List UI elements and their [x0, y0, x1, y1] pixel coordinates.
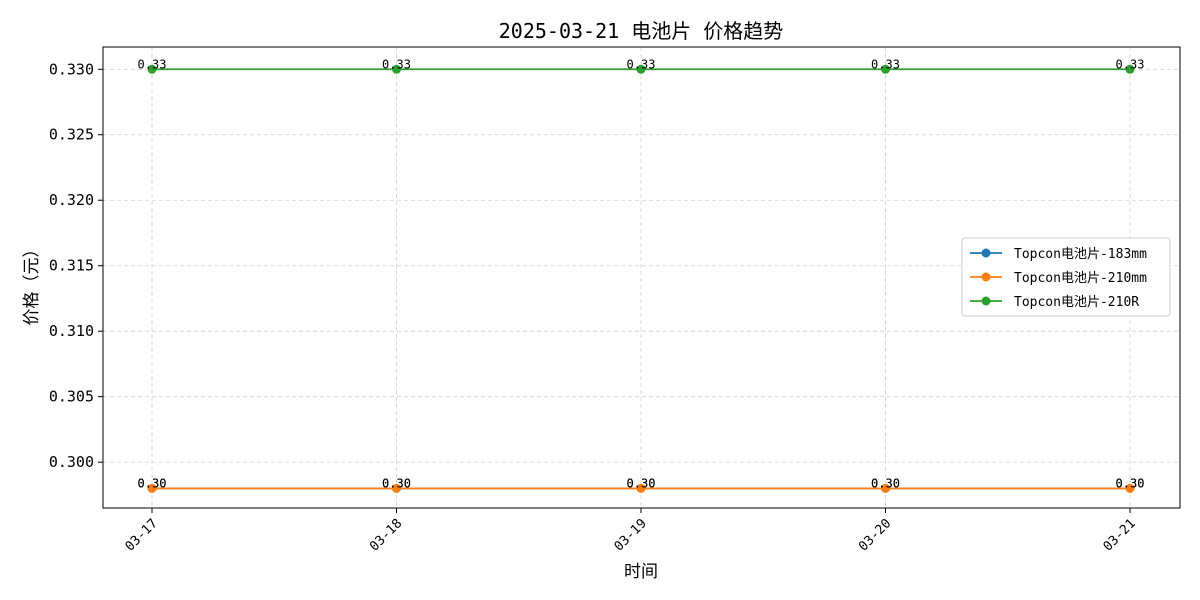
- legend-box: [961, 237, 1171, 317]
- series-2: 0.33 0.33 0.33 0.33 0.33: [138, 57, 1145, 74]
- legend-marker: [981, 272, 991, 282]
- y-tick-label: 0.325: [49, 126, 94, 144]
- y-tick-label: 0.300: [49, 453, 94, 471]
- data-label: 0.33: [871, 57, 900, 71]
- data-point: [1125, 64, 1135, 74]
- data-point: [636, 64, 646, 74]
- y-tick-label: 0.315: [49, 257, 94, 275]
- data-label: 0.30: [1116, 476, 1145, 490]
- series-layer: 0.30 0.30 0.30 0.30 0.300.30 0.30 0.30 0.30 0.30…: [138, 57, 1145, 493]
- data-point: [636, 483, 646, 493]
- data-point: [392, 64, 401, 74]
- legend-marker: [981, 296, 991, 306]
- data-label: 0.30: [871, 476, 900, 490]
- legend-entry-label: Topcon电池片-210mm: [1014, 271, 1147, 286]
- y-tick-label: 0.305: [49, 388, 94, 406]
- x-axis: 03-17 03-18 03-19 03-20 03-21: [123, 508, 1139, 555]
- legend-entry-label: Topcon电池片-183mm: [1014, 247, 1147, 262]
- data-label: 0.30: [627, 476, 656, 490]
- y-axis-label: 价格（元）: [22, 241, 42, 326]
- y-tick-label: 0.320: [49, 191, 94, 209]
- data-label: 0.33: [138, 57, 167, 71]
- legend: Topcon电池片-183mm Topcon电池片-210mm Topcon电池片-…: [961, 237, 1171, 317]
- x-tick-label: 03-17: [123, 516, 161, 554]
- data-point: [147, 483, 157, 493]
- data-label: 0.33: [627, 57, 656, 71]
- x-tick-label: 03-18: [367, 516, 405, 554]
- data-label: 0.33: [1116, 57, 1145, 71]
- series-1: 0.30 0.30 0.30 0.30 0.30: [138, 476, 1145, 493]
- data-label: 0.30: [138, 476, 167, 490]
- x-tick-label: 03-19: [612, 516, 650, 554]
- x-tick-label: 03-20: [856, 516, 894, 554]
- data-point: [147, 64, 157, 74]
- data-label: 0.33: [382, 57, 411, 71]
- legend-marker: [981, 248, 991, 258]
- data-label: 0.30: [382, 476, 411, 490]
- x-axis-label: 时间: [624, 562, 658, 582]
- data-label: 0.30: [138, 476, 167, 490]
- data-label: 0.30: [627, 476, 656, 490]
- y-tick-label: 0.330: [49, 60, 94, 78]
- data-point: [392, 483, 401, 493]
- data-label: 0.30: [871, 476, 900, 490]
- y-axis: 0.300 0.305 0.310 0.315 0.320 0.325 0.330: [49, 60, 103, 471]
- data-point: [1125, 483, 1135, 493]
- y-tick-label: 0.310: [49, 322, 94, 340]
- x-tick-label: 03-21: [1101, 516, 1139, 554]
- data-point: [881, 483, 890, 493]
- data-label: 0.30: [1116, 476, 1145, 490]
- chart-title: 2025-03-21 电池片 价格趋势: [499, 19, 784, 43]
- data-label: 0.30: [382, 476, 411, 490]
- data-point: [881, 64, 890, 74]
- legend-entry-label: Topcon电池片-210R: [1014, 295, 1139, 310]
